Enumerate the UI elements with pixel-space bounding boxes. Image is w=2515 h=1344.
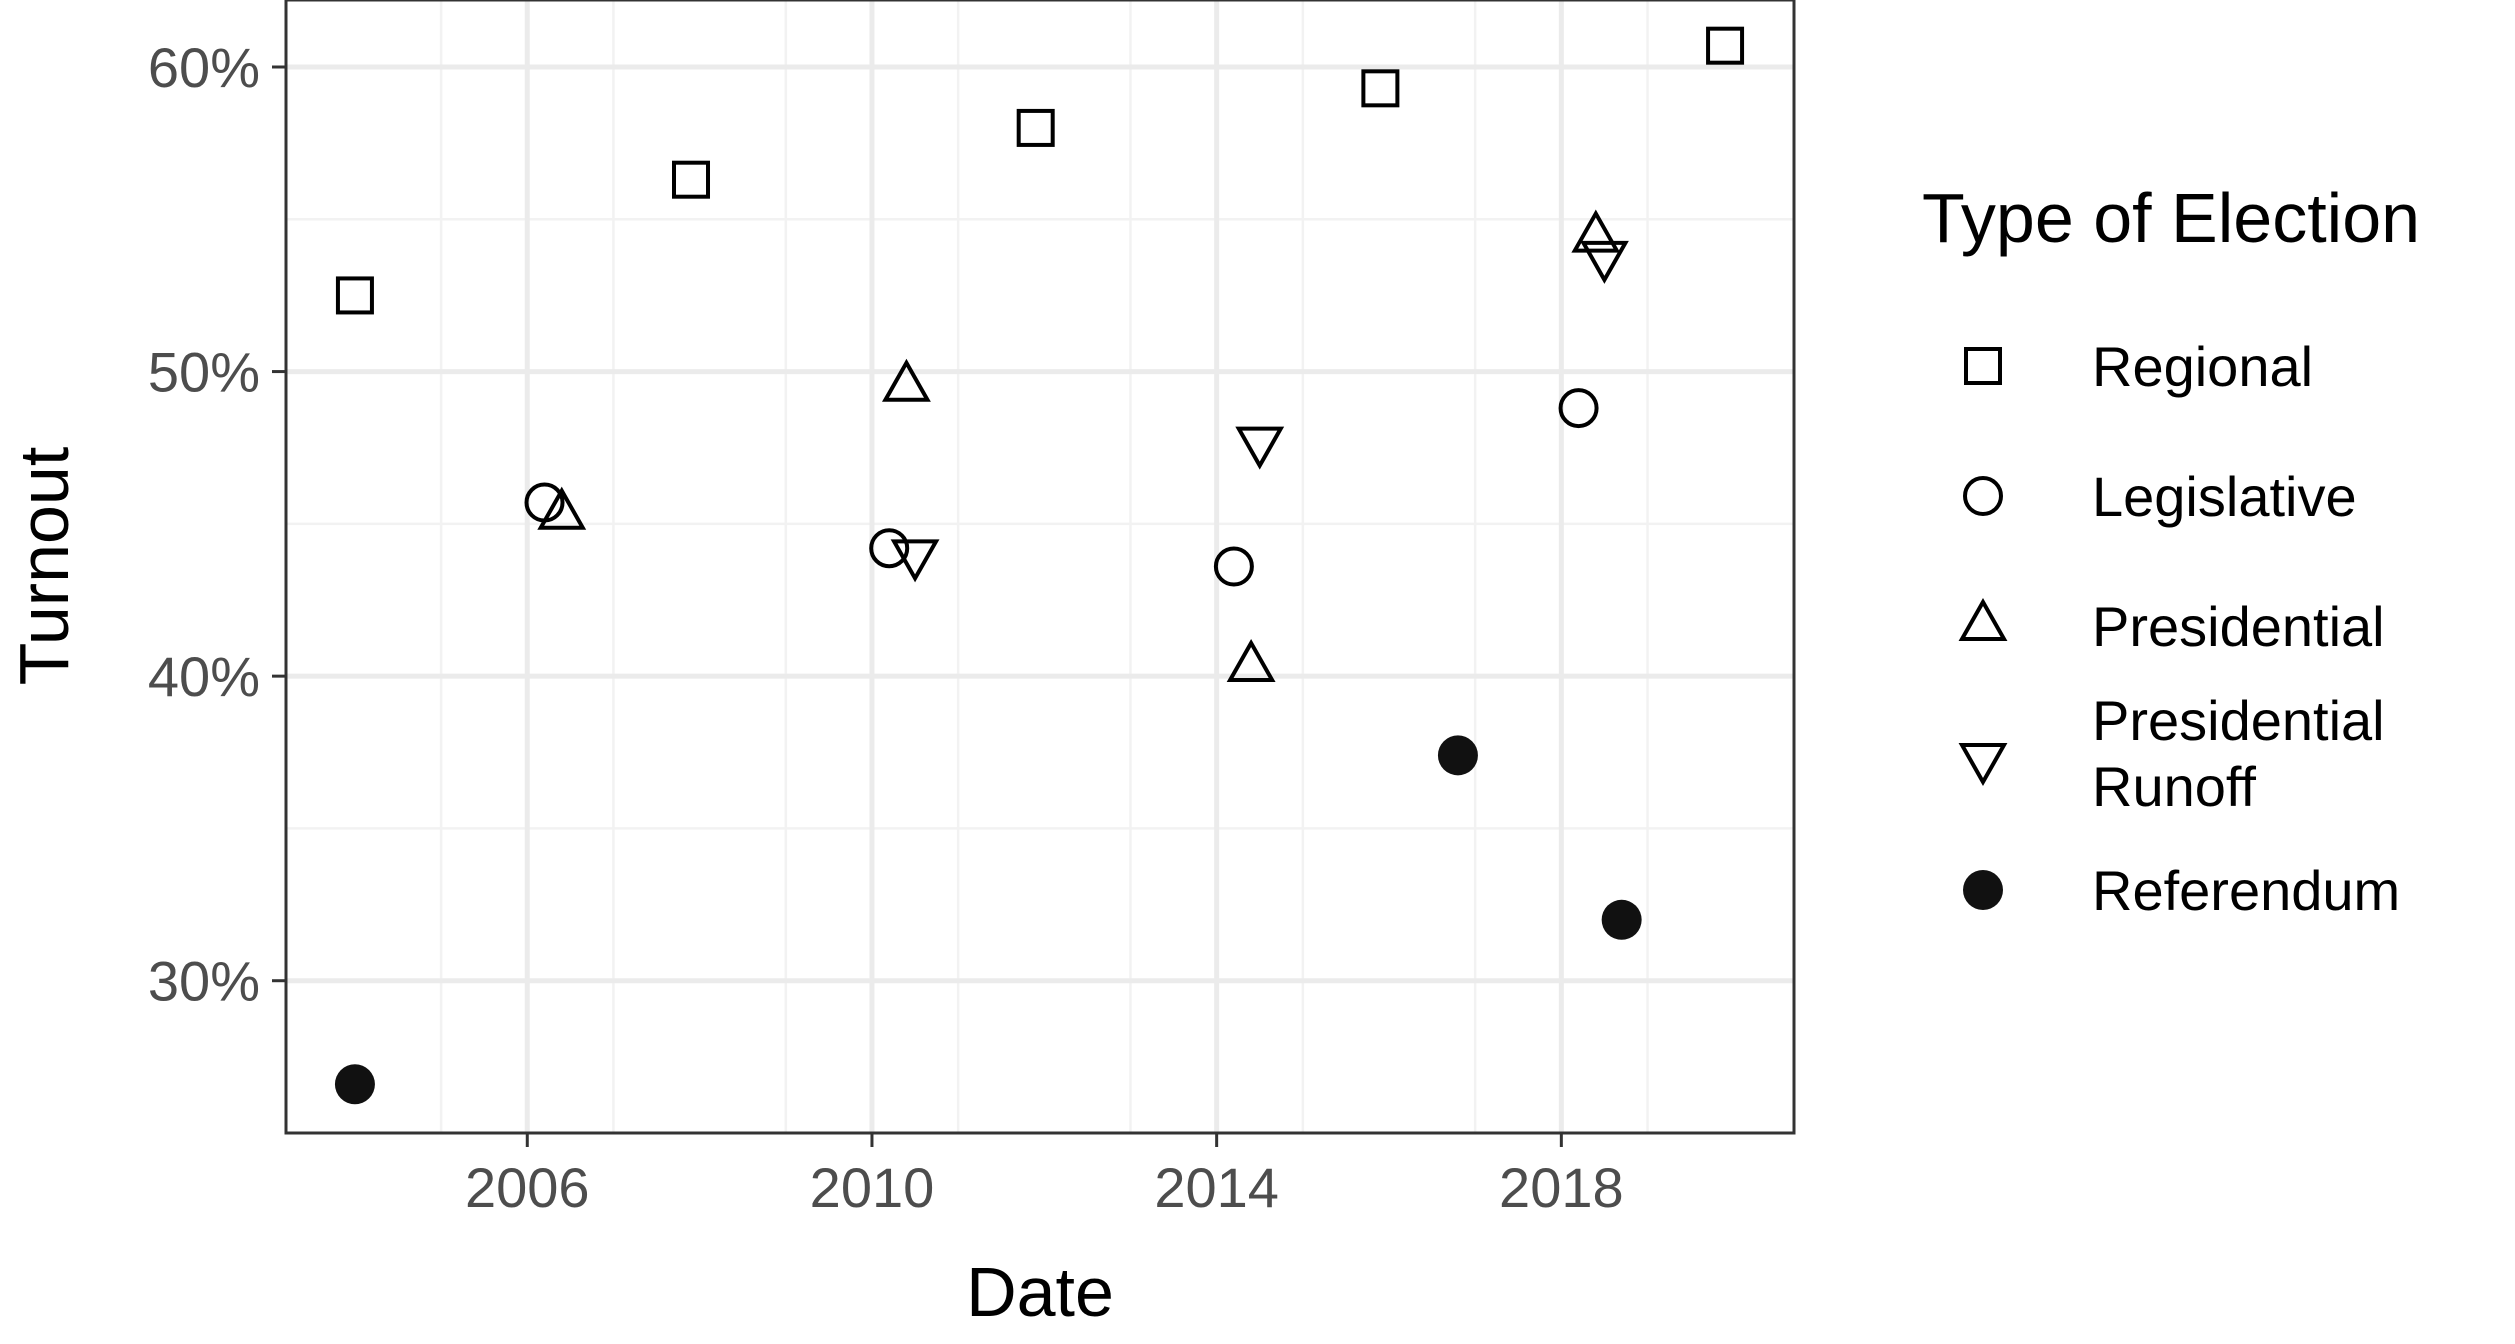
plot-panel-border [284,0,1796,1135]
y-tick-label: 30% [148,950,260,1013]
point-referendum [334,1064,375,1105]
point-referendum [1437,735,1478,776]
legend-label-line: Runoff [2092,755,2256,818]
point-presidential [537,486,587,530]
legend-label: Presidential Runoff [2092,689,2385,818]
point-presidential [881,358,931,402]
legend-label-line: Presidential [2092,689,2385,752]
y-axis: 30% 40% 50% 60% [148,36,286,1013]
legend-key-runoff [1958,743,2008,787]
point-presidential [1571,209,1621,253]
legend-item-presidential: Presidential [1958,595,2385,658]
y-tick-label: 40% [148,645,260,708]
legend-label: Referendum [2092,859,2400,922]
point-runoff [1235,426,1285,470]
point-legislative [1213,546,1254,587]
legend-key-referendum [1963,870,2003,910]
legend-item-referendum: Referendum [1963,859,2400,922]
legend: Type of Election Regional Legislative Pres… [1922,179,2420,922]
point-regional [335,276,374,315]
x-tick-label: 2014 [1154,1156,1279,1219]
plot-background [286,0,1794,1133]
y-tick-label: 60% [148,36,260,99]
x-axis: 2006 2010 2014 2018 [465,1133,1624,1219]
point-regional [1016,108,1055,147]
series-regional [335,26,1745,315]
legend-key-legislative [1963,476,2003,516]
x-axis-title: Date [966,1253,1114,1331]
point-runoff [890,539,940,583]
point-runoff [1579,240,1629,284]
y-tick-label: 50% [148,341,260,404]
x-tick-label: 2006 [465,1156,590,1219]
legend-item-legislative: Legislative [1963,465,2357,528]
legend-key-presidential [1958,597,2008,641]
point-presidential [1226,638,1276,683]
y-axis-title: Turnout [5,447,83,686]
legend-title: Type of Election [1922,179,2420,257]
legend-item-runoff: Presidential Runoff [1958,689,2385,818]
x-tick-label: 2010 [810,1156,935,1219]
series-presidential [537,209,1621,683]
grid-minor [286,0,1794,1133]
x-tick-label: 2018 [1499,1156,1624,1219]
legend-label: Regional [2092,335,2313,398]
series-runoff [890,240,1629,583]
data-points [334,26,1745,1105]
legend-label: Presidential [2092,595,2385,658]
point-regional [1706,26,1745,65]
point-referendum [1601,899,1642,940]
legend-label: Legislative [2092,465,2357,528]
point-regional [672,160,711,199]
legend-item-regional: Regional [1964,335,2313,398]
series-referendum [334,735,1642,1105]
point-regional [1361,69,1400,108]
point-legislative [869,528,910,569]
point-legislative [1558,388,1599,429]
legend-key-regional [1964,347,2002,385]
